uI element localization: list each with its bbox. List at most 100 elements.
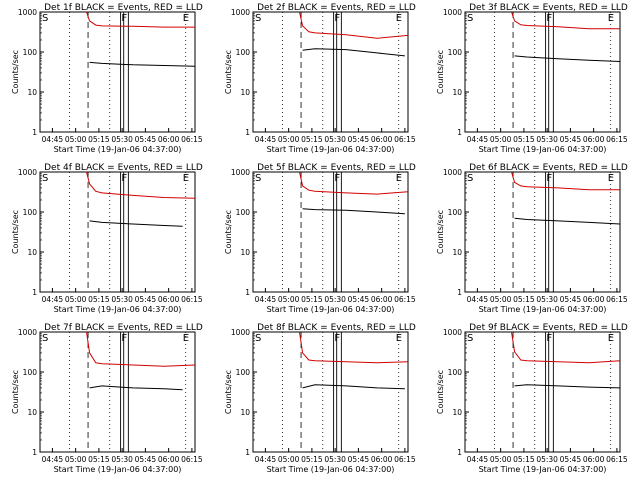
y-tick-label: 1: [32, 288, 37, 297]
y-tick-label: 100: [23, 48, 38, 57]
x-tick-label: 05:30: [324, 135, 346, 144]
y-tick-label: 10: [240, 88, 250, 97]
x-tick-label: 05:30: [324, 295, 346, 304]
y-tick-label: 1000: [443, 168, 462, 177]
x-tick-label: 04:45: [467, 295, 489, 304]
x-tick-label: 05:00: [490, 135, 512, 144]
panel-title: Det 1f BLACK = Events, RED = LLD: [44, 3, 203, 13]
y-tick-label: 1: [32, 448, 37, 457]
y-tick-label: 100: [23, 368, 38, 377]
x-tick-label: 04:45: [255, 455, 277, 464]
y-tick-label: 100: [236, 48, 251, 57]
y-tick-label: 1: [457, 288, 462, 297]
f-marker: F: [546, 333, 552, 344]
x-tick-label: 05:00: [65, 455, 87, 464]
panel-title: Det 9f BLACK = Events, RED = LLD: [469, 323, 628, 333]
plot-frame: [252, 171, 409, 293]
y-tick-label: 100: [236, 368, 251, 377]
x-tick-label: 06:00: [158, 135, 180, 144]
y-tick-label: 1000: [231, 328, 250, 337]
x-tick-label: 06:00: [583, 455, 605, 464]
x-axis-label: Start Time (19-Jan-06 04:37:00): [479, 465, 607, 474]
det-panel-7: Det 7f BLACK = Events, RED = LLD 1 10 100 10…: [11, 323, 203, 474]
x-tick-label: 04:45: [467, 455, 489, 464]
y-tick-label: 100: [448, 208, 463, 217]
series-line-lld: [511, 331, 621, 364]
panel-title: Det 5f BLACK = Events, RED = LLD: [257, 163, 416, 173]
det-panel-3: Det 3f BLACK = Events, RED = LLD 1 10 100 10…: [436, 3, 628, 154]
e-marker: E: [396, 173, 402, 184]
det-panel-5: Det 5f BLACK = Events, RED = LLD 1 10 100 10…: [224, 163, 416, 314]
series-line-lld: [299, 11, 409, 39]
e-marker: E: [183, 13, 189, 24]
y-tick-label: 1000: [18, 8, 37, 17]
y-tick-label: 1: [245, 288, 250, 297]
s-marker: S: [255, 173, 261, 184]
e-marker: E: [396, 13, 402, 24]
x-tick-label: 06:15: [606, 135, 628, 144]
y-tick-label: 1: [245, 128, 250, 137]
x-tick-label: 04:45: [467, 135, 489, 144]
series-line-events: [89, 61, 196, 67]
s-marker: S: [42, 173, 48, 184]
x-tick-label: 05:15: [88, 455, 110, 464]
x-tick-label: 05:30: [536, 455, 558, 464]
y-tick-label: 1000: [231, 8, 250, 17]
s-marker: S: [255, 13, 261, 24]
x-tick-label: 05:45: [348, 135, 370, 144]
x-tick-label: 06:00: [158, 455, 180, 464]
panel-title: Det 3f BLACK = Events, RED = LLD: [469, 3, 628, 13]
det-panel-9: Det 9f BLACK = Events, RED = LLD 1 10 100 10…: [436, 323, 628, 474]
y-tick-label: 1: [32, 128, 37, 137]
plot-frame: [39, 11, 196, 133]
x-tick-label: 05:00: [65, 135, 87, 144]
series-line-lld: [86, 171, 196, 199]
x-tick-label: 05:45: [560, 455, 582, 464]
x-tick-label: 05:30: [111, 135, 133, 144]
x-tick-label: 05:15: [513, 295, 535, 304]
series-line-events: [89, 220, 183, 227]
f-marker: F: [546, 13, 552, 24]
series-line-lld: [86, 331, 196, 367]
x-tick-label: 05:15: [513, 455, 535, 464]
x-tick-label: 05:45: [560, 295, 582, 304]
x-tick-label: 05:00: [278, 455, 300, 464]
x-tick-label: 05:15: [301, 295, 323, 304]
series-line-events: [89, 385, 183, 391]
series-line-events: [302, 48, 405, 57]
x-tick-label: 06:00: [158, 295, 180, 304]
x-tick-label: 06:15: [394, 455, 416, 464]
y-tick-label: 10: [452, 88, 462, 97]
plot-frame: [464, 331, 621, 453]
x-tick-label: 05:15: [301, 455, 323, 464]
f-marker: F: [546, 173, 552, 184]
x-tick-label: 04:45: [255, 135, 277, 144]
x-tick-label: 04:45: [255, 295, 277, 304]
x-tick-label: 05:30: [111, 455, 133, 464]
s-marker: S: [42, 13, 48, 24]
x-tick-label: 06:00: [371, 455, 393, 464]
x-tick-label: 05:15: [513, 135, 535, 144]
x-tick-label: 06:00: [583, 295, 605, 304]
x-tick-label: 06:15: [606, 295, 628, 304]
plot-frame: [39, 171, 196, 293]
panel-title: Det 2f BLACK = Events, RED = LLD: [257, 3, 416, 13]
y-axis-label: Counts/sec: [224, 50, 233, 94]
y-tick-label: 10: [27, 408, 37, 417]
y-tick-label: 1000: [443, 8, 462, 17]
y-axis-label: Counts/sec: [436, 210, 445, 254]
s-marker: S: [467, 333, 473, 344]
y-tick-label: 100: [448, 48, 463, 57]
x-tick-label: 04:45: [42, 455, 64, 464]
y-tick-label: 1: [457, 128, 462, 137]
e-marker: E: [608, 13, 614, 24]
e-marker: E: [396, 333, 402, 344]
f-marker: F: [334, 13, 340, 24]
plot-frame: [252, 11, 409, 133]
x-tick-label: 05:45: [135, 135, 157, 144]
x-tick-label: 04:45: [42, 135, 64, 144]
f-marker: F: [334, 173, 340, 184]
y-tick-label: 1000: [231, 168, 250, 177]
x-tick-label: 06:15: [394, 295, 416, 304]
series-line-events: [514, 217, 621, 225]
